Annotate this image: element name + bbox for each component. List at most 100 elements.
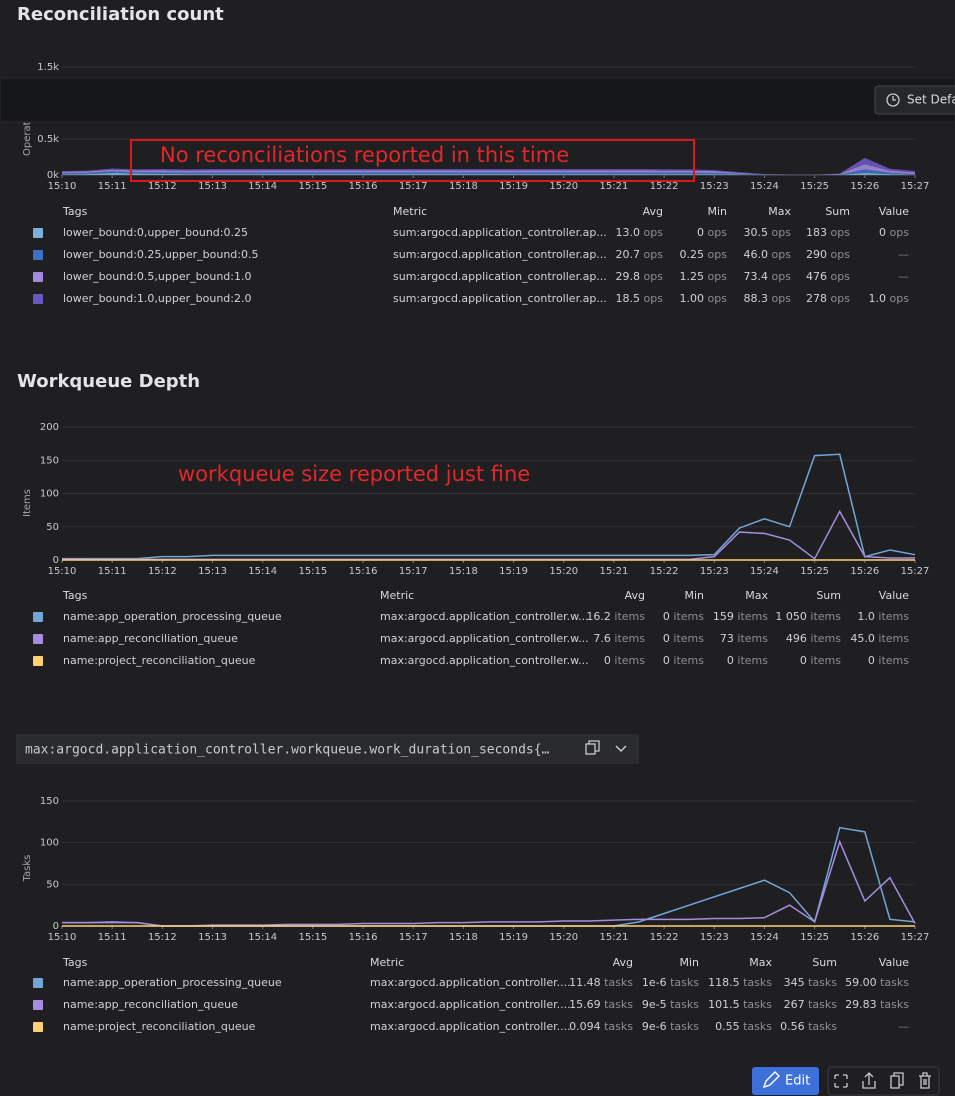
x-tick-label: 15:21 bbox=[600, 566, 629, 577]
stat-number: 476 bbox=[806, 270, 827, 283]
stat-number: 0 bbox=[697, 226, 704, 239]
x-tick-label: 15:14 bbox=[248, 932, 277, 943]
stat-unit: ops bbox=[831, 292, 851, 305]
stat-unit: tasks bbox=[670, 1020, 699, 1033]
row-metric: max:argocd.application_controller.w... bbox=[380, 632, 589, 645]
row-metric: sum:argocd.application_controller.ap... bbox=[393, 270, 607, 283]
table-header: Max bbox=[768, 205, 791, 218]
table-header: Tags bbox=[62, 589, 88, 602]
panel-title: Reconciliation count bbox=[17, 4, 224, 25]
row-stat: 9e-6 tasks bbox=[642, 1020, 699, 1033]
row-stat: 30.5 ops bbox=[744, 226, 792, 239]
chevron-icon bbox=[615, 745, 627, 753]
x-tick-label: 15:23 bbox=[700, 566, 729, 577]
row-stat: 1e-6 tasks bbox=[642, 976, 699, 989]
stat-unit: tasks bbox=[808, 1020, 837, 1033]
stat-unit: items bbox=[810, 610, 841, 623]
row-stat: 118.5 tasks bbox=[708, 976, 772, 989]
row-stat: 476 ops bbox=[806, 270, 850, 283]
stat-unit: tasks bbox=[808, 998, 837, 1011]
stat-unit: tasks bbox=[880, 976, 909, 989]
stat-unit: tasks bbox=[880, 998, 909, 1011]
table-header: Min bbox=[679, 956, 699, 969]
x-tick-label: 15:18 bbox=[449, 181, 478, 192]
clock-icon bbox=[886, 93, 900, 107]
stat-number: 0 bbox=[879, 226, 886, 239]
share-icon[interactable] bbox=[862, 1072, 876, 1089]
stat-number: 45.0 bbox=[850, 632, 875, 645]
query-text: max:argocd.application_controller.workqu… bbox=[25, 743, 550, 758]
y-tick-label: 150 bbox=[40, 796, 59, 807]
y-tick-label: 100 bbox=[40, 489, 59, 500]
stat-unit: tasks bbox=[743, 998, 772, 1011]
stat-unit: items bbox=[810, 632, 841, 645]
row-tag: lower_bound:0.5,upper_bound:1.0 bbox=[63, 270, 251, 283]
stat-number: 73 bbox=[720, 632, 734, 645]
row-tag: name:app_operation_processing_queue bbox=[63, 610, 282, 623]
x-tick-label: 15:20 bbox=[549, 932, 578, 943]
x-tick-label: 15:25 bbox=[800, 181, 829, 192]
y-tick-label: 50 bbox=[46, 879, 59, 890]
row-stat: 46.0 ops bbox=[744, 248, 792, 261]
x-tick-label: 15:15 bbox=[298, 566, 327, 577]
legend-swatch bbox=[33, 250, 43, 260]
x-tick-label: 15:24 bbox=[750, 932, 779, 943]
y-tick-label: 1.5k bbox=[37, 62, 59, 73]
legend-swatch bbox=[33, 1000, 43, 1010]
row-stat: 45.0 items bbox=[850, 632, 909, 645]
row-metric: sum:argocd.application_controller.ap... bbox=[393, 248, 607, 261]
row-stat: 1.00 ops bbox=[680, 292, 728, 305]
x-tick-label: 15:24 bbox=[750, 566, 779, 577]
row-stat: 0 items bbox=[663, 632, 704, 645]
stat-unit: ops bbox=[831, 226, 851, 239]
stat-unit: ops bbox=[708, 248, 728, 261]
stat-unit: items bbox=[614, 632, 645, 645]
copy-icon-back bbox=[588, 740, 600, 752]
stat-number: 13.0 bbox=[616, 226, 641, 239]
stat-unit: ops bbox=[890, 226, 910, 239]
stat-unit: items bbox=[614, 654, 645, 667]
edit-button[interactable] bbox=[752, 1067, 819, 1095]
legend-swatch bbox=[33, 272, 43, 282]
row-stat: 1.25 ops bbox=[680, 270, 728, 283]
area-segment bbox=[62, 164, 915, 175]
set-default-button[interactable] bbox=[874, 85, 955, 115]
stat-unit: tasks bbox=[604, 998, 633, 1011]
stat-unit: ops bbox=[644, 248, 664, 261]
stat-unit: items bbox=[673, 632, 704, 645]
stat-unit: ops bbox=[644, 292, 664, 305]
row-stat: 18.5 ops bbox=[616, 292, 664, 305]
stat-unit: ops bbox=[772, 226, 792, 239]
row-stat: 183 ops bbox=[806, 226, 850, 239]
stat-number: 1.0 bbox=[869, 292, 887, 305]
y-tick-label: 0 bbox=[53, 921, 59, 932]
table-header: Sum bbox=[812, 956, 837, 969]
stat-unit: items bbox=[673, 610, 704, 623]
stat-number: 18.5 bbox=[616, 292, 641, 305]
row-stat: — bbox=[898, 1020, 909, 1033]
stat-number: 1.25 bbox=[680, 270, 705, 283]
row-tag: name:project_reconciliation_queue bbox=[63, 1020, 256, 1033]
stat-number: 0.25 bbox=[680, 248, 705, 261]
table-header: Tags bbox=[62, 205, 88, 218]
row-stat: 0 items bbox=[663, 610, 704, 623]
legend-swatch bbox=[33, 228, 43, 238]
row-stat: 345 tasks bbox=[784, 976, 838, 989]
table-header: Min bbox=[684, 589, 704, 602]
row-stat: 0.094 tasks bbox=[569, 1020, 633, 1033]
expand-icon[interactable] bbox=[834, 1074, 848, 1088]
stat-number: — bbox=[898, 248, 909, 261]
delete-icon[interactable] bbox=[919, 1072, 931, 1089]
x-tick-label: 15:19 bbox=[499, 566, 528, 577]
x-tick-label: 15:24 bbox=[750, 181, 779, 192]
copy-icon bbox=[585, 743, 596, 755]
clone-icon[interactable] bbox=[890, 1072, 904, 1089]
legend-swatch bbox=[33, 656, 43, 666]
x-tick-label: 15:12 bbox=[148, 932, 177, 943]
stat-unit: tasks bbox=[604, 976, 633, 989]
query-field[interactable] bbox=[16, 734, 639, 764]
stat-number: 0.55 bbox=[715, 1020, 740, 1033]
table-header: Avg bbox=[613, 956, 633, 969]
stat-number: 101.5 bbox=[708, 998, 740, 1011]
